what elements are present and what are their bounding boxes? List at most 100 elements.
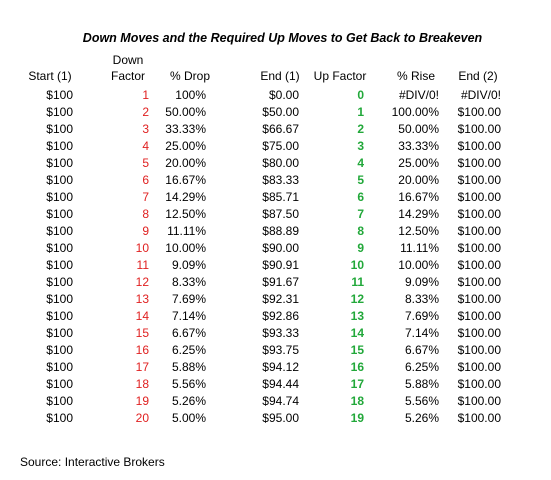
table-cell: 7.69% bbox=[171, 292, 206, 306]
table-cell: 12 bbox=[135, 275, 149, 289]
table-cell: 7 bbox=[357, 207, 364, 221]
table-cell: $100.00 bbox=[457, 241, 501, 255]
table-cell: $100.00 bbox=[457, 292, 501, 306]
table-cell: 5.26% bbox=[171, 394, 206, 408]
table-cell: 2 bbox=[357, 122, 364, 136]
table-cell: 8 bbox=[142, 207, 149, 221]
table-cell: $100.00 bbox=[457, 411, 501, 425]
table-cell: $100.00 bbox=[457, 224, 501, 238]
table-cell: #DIV/0! bbox=[398, 88, 439, 102]
table-cell: 11.11% bbox=[167, 224, 206, 238]
table-cell: $50.00 bbox=[262, 105, 299, 119]
table-cell: $88.89 bbox=[262, 224, 299, 238]
table-cell: 1 bbox=[357, 105, 364, 119]
table-cell: 13 bbox=[350, 309, 364, 323]
table-cell: 4 bbox=[142, 139, 149, 153]
table-cell: 9 bbox=[142, 224, 149, 238]
table-cell: $94.74 bbox=[262, 394, 299, 408]
table-cell: 33.33% bbox=[398, 139, 439, 153]
table-cell: 50.00% bbox=[398, 122, 439, 136]
table-cell: 5.26% bbox=[404, 411, 439, 425]
table-cell: $100 bbox=[46, 343, 73, 357]
table-cell: 8.33% bbox=[171, 275, 206, 289]
table-cell: 50.00% bbox=[165, 105, 206, 119]
table-cell: $100.00 bbox=[457, 173, 501, 187]
table-cell: $100.00 bbox=[457, 139, 501, 153]
column-header: % Drop bbox=[169, 69, 210, 83]
table-title: Down Moves and the Required Up Moves to … bbox=[82, 31, 483, 45]
table-cell: $100 bbox=[46, 258, 73, 272]
table-cell: 16.67% bbox=[398, 190, 439, 204]
table-cell: $100 bbox=[46, 377, 73, 391]
table-cell: 7 bbox=[142, 190, 149, 204]
table-cell: 25.00% bbox=[398, 156, 439, 170]
table-cell: $87.50 bbox=[262, 207, 299, 221]
table-cell: $75.00 bbox=[262, 139, 299, 153]
table-cell: 6 bbox=[142, 173, 149, 187]
table-cell: $100.00 bbox=[457, 275, 501, 289]
table-cell: 13 bbox=[135, 292, 149, 306]
table-cell: 100.00% bbox=[391, 105, 439, 119]
table-cell: $100.00 bbox=[457, 156, 501, 170]
table-cell: 6.25% bbox=[171, 343, 206, 357]
table-cell: $90.91 bbox=[262, 258, 299, 272]
table-cell: 17 bbox=[135, 360, 149, 374]
table-cell: 0 bbox=[357, 88, 364, 102]
table-cell: 5.88% bbox=[404, 377, 439, 391]
table-cell: $100 bbox=[46, 224, 73, 238]
table-cell: $93.75 bbox=[262, 343, 299, 357]
table-cell: 1 bbox=[142, 88, 149, 102]
table-cell: 25.00% bbox=[165, 139, 206, 153]
table-cell: $95.00 bbox=[262, 411, 299, 425]
table-cell: 20 bbox=[135, 411, 149, 425]
table-cell: $100.00 bbox=[457, 360, 501, 374]
table-cell: 9.09% bbox=[171, 258, 206, 272]
column-header: End (1) bbox=[260, 69, 300, 83]
table-cell: $100 bbox=[46, 88, 73, 102]
table-cell: 100% bbox=[175, 88, 206, 102]
table-cell: $100 bbox=[46, 190, 73, 204]
table-cell: 3 bbox=[142, 122, 149, 136]
table-cell: $100.00 bbox=[457, 122, 501, 136]
table-cell: $100 bbox=[46, 207, 73, 221]
table-cell: $100.00 bbox=[457, 394, 501, 408]
table-cell: 7.14% bbox=[404, 326, 439, 340]
table-cell: 10.00% bbox=[165, 241, 206, 255]
column-header: End (2) bbox=[458, 69, 498, 83]
table-cell: 8.33% bbox=[404, 292, 439, 306]
table-cell: 9 bbox=[357, 241, 364, 255]
table-cell: 3 bbox=[357, 139, 364, 153]
table-cell: 6.25% bbox=[404, 360, 439, 374]
table-cell: 14.29% bbox=[165, 190, 206, 204]
table-cell: 7.69% bbox=[404, 309, 439, 323]
table-cell: $100 bbox=[46, 241, 73, 255]
column-header: Up Factor bbox=[313, 69, 367, 83]
table-cell: $100 bbox=[46, 292, 73, 306]
table-cell: $100 bbox=[46, 122, 73, 136]
table-cell: 15 bbox=[350, 343, 364, 357]
table-cell: 16.67% bbox=[165, 173, 206, 187]
table-cell: 14.29% bbox=[398, 207, 439, 221]
table-cell: $100.00 bbox=[457, 207, 501, 221]
table-cell: 16 bbox=[350, 360, 364, 374]
table-cell: 18 bbox=[135, 377, 149, 391]
table-cell: $90.00 bbox=[262, 241, 299, 255]
table-cell: 16 bbox=[135, 343, 149, 357]
table-cell: $100 bbox=[46, 326, 73, 340]
table-cell: 5 bbox=[142, 156, 149, 170]
table-cell: 19 bbox=[135, 394, 149, 408]
table-cell: $80.00 bbox=[262, 156, 299, 170]
table-cell: $94.12 bbox=[262, 360, 299, 374]
table-cell: #DIV/0! bbox=[460, 88, 501, 102]
column-header: Start (1) bbox=[28, 69, 72, 83]
table-cell: $66.67 bbox=[262, 122, 299, 136]
table-cell: $100 bbox=[46, 394, 73, 408]
table-cell: $83.33 bbox=[262, 173, 299, 187]
table-cell: $0.00 bbox=[268, 88, 299, 102]
table-cell: $85.71 bbox=[262, 190, 299, 204]
table-cell: $100 bbox=[46, 275, 73, 289]
table-cell: $100.00 bbox=[457, 190, 501, 204]
table-cell: 2 bbox=[142, 105, 149, 119]
table-cell: $100.00 bbox=[457, 258, 501, 272]
